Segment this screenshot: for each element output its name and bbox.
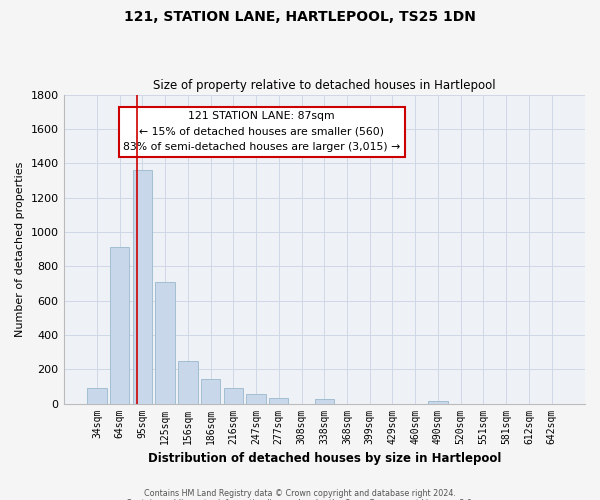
Bar (314, 400, 334, 404)
Text: Contains HM Land Registry data © Crown copyright and database right 2024.: Contains HM Land Registry data © Crown c… (144, 488, 456, 498)
Text: Contains public sector information licensed under the Open Government Licence v3: Contains public sector information licen… (126, 498, 474, 500)
Bar (224, 388, 243, 404)
Bar (133, 170, 152, 404)
Title: Size of property relative to detached houses in Hartlepool: Size of property relative to detached ho… (153, 79, 496, 92)
Bar (201, 378, 220, 404)
Bar (269, 398, 289, 404)
X-axis label: Distribution of detached houses by size in Hartlepool: Distribution of detached houses by size … (148, 452, 501, 465)
Bar (428, 401, 448, 404)
Y-axis label: Number of detached properties: Number of detached properties (15, 162, 25, 336)
Text: 121 STATION LANE: 87sqm
← 15% of detached houses are smaller (560)
83% of semi-d: 121 STATION LANE: 87sqm ← 15% of detache… (123, 111, 400, 152)
Bar (110, 248, 130, 404)
Bar (247, 394, 266, 404)
Text: 121, STATION LANE, HARTLEPOOL, TS25 1DN: 121, STATION LANE, HARTLEPOOL, TS25 1DN (124, 10, 476, 24)
Bar (178, 360, 197, 404)
Bar (87, 388, 107, 404)
Bar (155, 282, 175, 404)
